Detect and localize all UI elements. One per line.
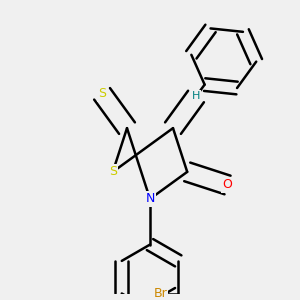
Text: Br: Br	[153, 287, 167, 300]
Text: N: N	[145, 192, 155, 206]
Text: S: S	[98, 87, 106, 100]
Text: O: O	[223, 178, 232, 191]
Text: H: H	[192, 92, 200, 101]
Text: S: S	[109, 165, 117, 178]
